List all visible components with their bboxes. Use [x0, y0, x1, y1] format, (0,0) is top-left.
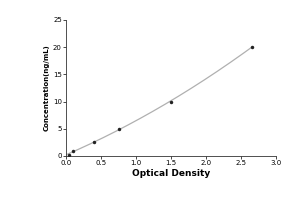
- Y-axis label: Concentration(ng/mL): Concentration(ng/mL): [44, 45, 50, 131]
- X-axis label: Optical Density: Optical Density: [132, 169, 210, 178]
